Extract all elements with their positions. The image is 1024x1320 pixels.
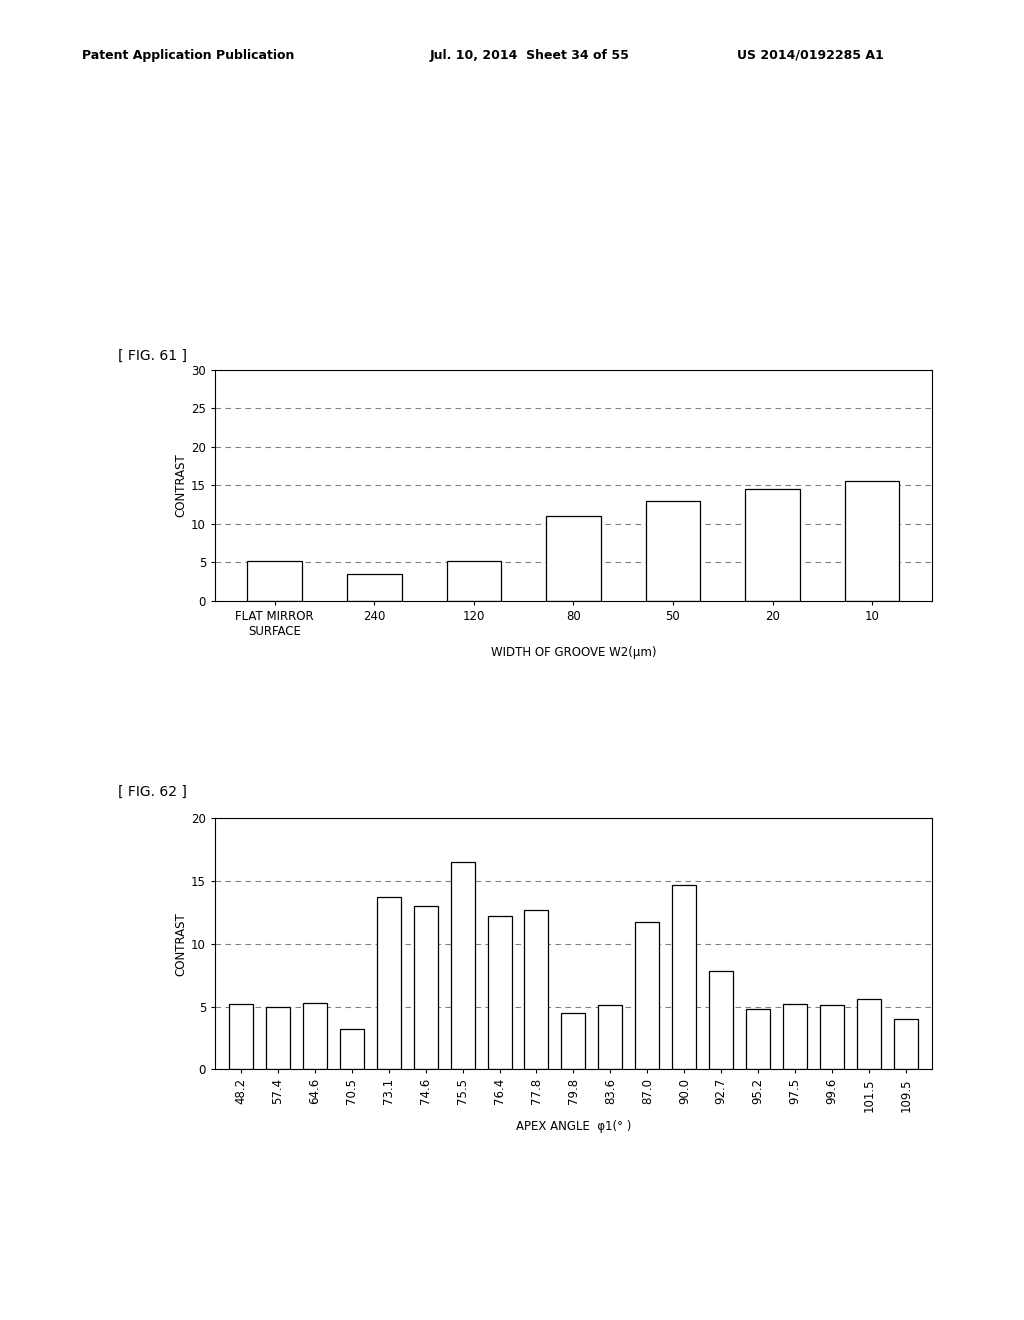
Bar <box>745 488 800 601</box>
Y-axis label: CONTRAST: CONTRAST <box>174 912 187 975</box>
Text: [ FIG. 62 ]: [ FIG. 62 ] <box>118 784 186 799</box>
Bar <box>894 1019 918 1069</box>
Bar <box>347 574 401 601</box>
Bar <box>673 884 696 1069</box>
Bar <box>857 999 881 1069</box>
Bar <box>303 1003 327 1069</box>
Bar <box>598 1006 623 1069</box>
Bar <box>635 923 659 1069</box>
Bar <box>446 561 502 601</box>
Bar <box>710 972 733 1069</box>
Bar <box>229 1005 253 1069</box>
Text: Jul. 10, 2014  Sheet 34 of 55: Jul. 10, 2014 Sheet 34 of 55 <box>430 49 630 62</box>
Bar <box>546 516 601 601</box>
Bar <box>524 909 549 1069</box>
Text: US 2014/0192285 A1: US 2014/0192285 A1 <box>737 49 884 62</box>
Y-axis label: CONTRAST: CONTRAST <box>174 453 187 517</box>
Bar <box>414 906 437 1069</box>
Text: Patent Application Publication: Patent Application Publication <box>82 49 294 62</box>
Bar <box>645 500 700 601</box>
Text: [ FIG. 61 ]: [ FIG. 61 ] <box>118 348 186 363</box>
Bar <box>845 482 899 601</box>
Bar <box>487 916 512 1069</box>
Bar <box>820 1006 844 1069</box>
Bar <box>266 1006 290 1069</box>
Bar <box>561 1012 586 1069</box>
Bar <box>746 1008 770 1069</box>
Bar <box>340 1030 364 1069</box>
Bar <box>451 862 474 1069</box>
Bar <box>783 1005 807 1069</box>
Bar <box>248 561 302 601</box>
X-axis label: WIDTH OF GROOVE W2(μm): WIDTH OF GROOVE W2(μm) <box>490 645 656 659</box>
X-axis label: APEX ANGLE  φ1(° ): APEX ANGLE φ1(° ) <box>516 1121 631 1133</box>
Bar <box>377 898 400 1069</box>
